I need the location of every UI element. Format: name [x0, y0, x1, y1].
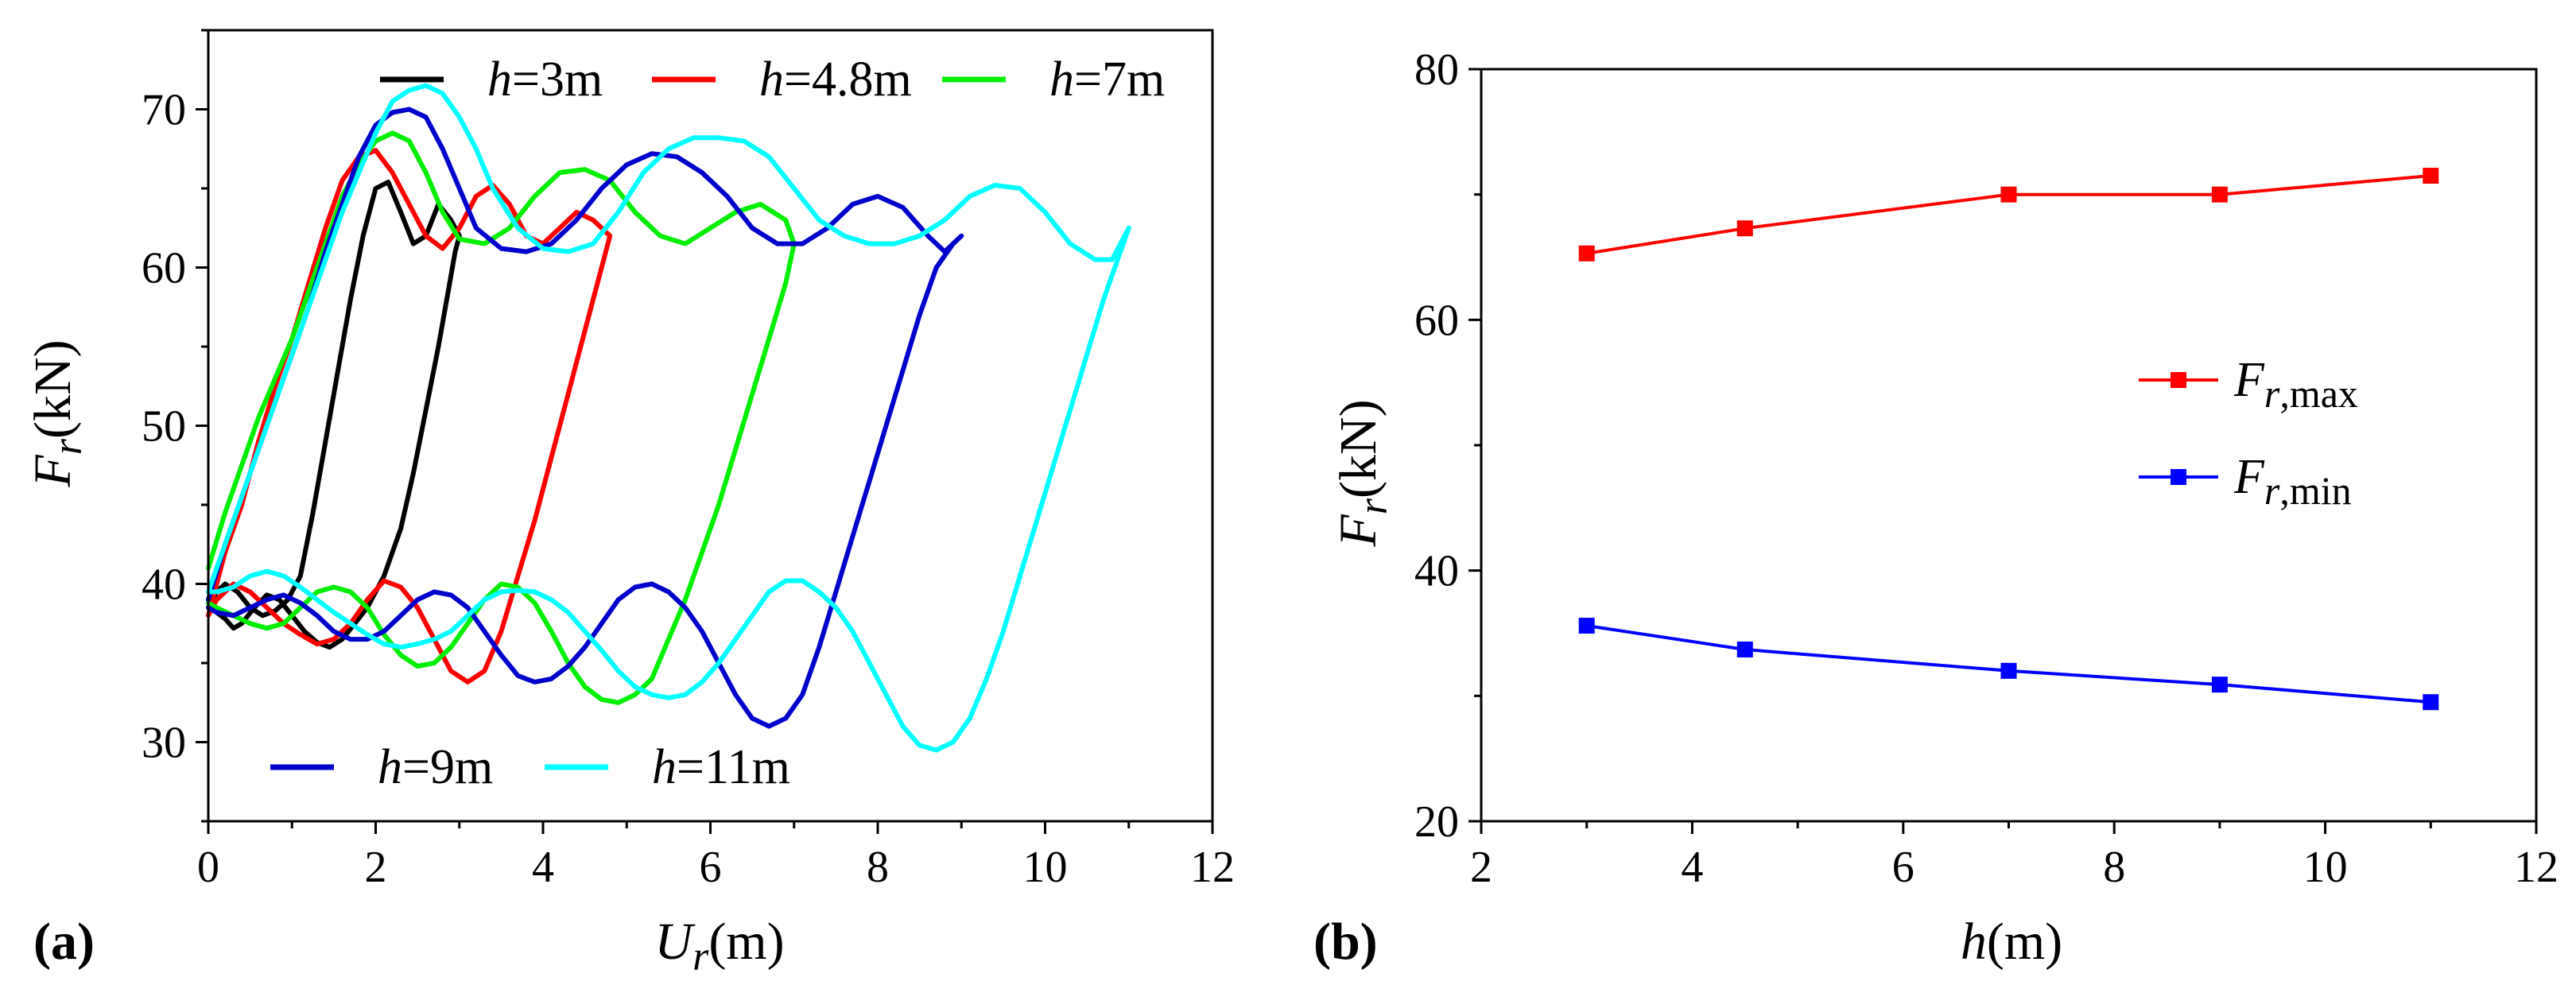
legend-label-4: h=11m	[652, 740, 790, 794]
panel-a-series-group	[206, 83, 1131, 753]
panel-b-x-axis-label: h(m)	[1961, 913, 2062, 971]
x-tick-label: 6	[1892, 843, 1915, 892]
legend-label-sub: r	[2264, 468, 2280, 513]
legend-marker-1	[2171, 469, 2186, 485]
panel-a-plot-frame	[207, 29, 1214, 823]
x-tick-label: 4	[532, 843, 554, 892]
x-tick-label: 10	[1023, 843, 1068, 892]
x-tick-label: 10	[2303, 843, 2348, 892]
panel-a-y-axis-label-main: F	[24, 455, 82, 488]
data-point-marker	[1578, 618, 1595, 634]
series-line-1	[206, 148, 613, 684]
panel-a-y-axis-label-unit: (kN)	[24, 339, 82, 439]
legend-label-1: h=4.8m	[759, 52, 912, 107]
data-point-marker	[2211, 677, 2228, 693]
x-tick-label: 8	[2103, 843, 2125, 892]
data-point-marker	[1736, 641, 1753, 657]
legend-label-1: Fr,min	[2233, 450, 2352, 513]
panel-a-legend: h=3m h=4.8m h=7mh=9m h=11m	[270, 52, 1165, 794]
legend-label-3: h=9m	[378, 740, 493, 794]
panel-b-y-axis-label-main: F	[1329, 514, 1387, 548]
x-tick-label: 6	[700, 843, 722, 892]
data-point-marker	[1578, 245, 1595, 262]
panel-a-ticks: 0 2 4 6 8 10 12 30 40 50 60 70	[142, 29, 1235, 892]
legend-label-2: h=7m	[1049, 52, 1165, 107]
series-line-3	[206, 107, 964, 729]
legend-label-sub: r	[2264, 371, 2280, 416]
legend-label-subsuffix: ,max	[2279, 371, 2358, 416]
panel-a-x-axis-label-unit: (m)	[708, 913, 784, 971]
panel-a-y-axis-label-sub: r	[45, 438, 91, 455]
x-tick-label: 0	[197, 843, 219, 892]
data-point-marker	[2211, 186, 2228, 203]
x-tick-label: 4	[1681, 843, 1703, 892]
x-tick-label: 8	[867, 843, 889, 892]
legend-label-0: h=3m	[487, 52, 603, 107]
legend-label-value: =4.8m	[784, 52, 912, 107]
y-tick-label: 40	[142, 560, 186, 610]
x-tick-label: 12	[2514, 843, 2559, 892]
legend-label-0: Fr,max	[2233, 353, 2358, 416]
panel-b-y-axis-label-unit: (kN)	[1329, 399, 1387, 498]
data-point-marker	[2000, 186, 2017, 203]
series-line-4	[206, 83, 1131, 753]
y-tick-label: 60	[1414, 296, 1459, 345]
legend-label-main: F	[2233, 353, 2265, 407]
x-tick-label: 2	[365, 843, 387, 892]
legend-label-var: h	[487, 52, 512, 107]
panel-b-y-axis-label-sub: r	[1351, 498, 1396, 514]
x-tick-label: 2	[1470, 843, 1492, 892]
legend-label-subsuffix: ,min	[2279, 468, 2351, 513]
y-tick-label: 70	[142, 86, 186, 135]
y-tick-label: 60	[142, 244, 186, 293]
legend-label-var: h	[378, 740, 402, 794]
panel-a-x-axis-label-sub: r	[692, 934, 709, 979]
y-tick-label: 20	[1414, 797, 1459, 847]
legend-label-value: =7m	[1074, 52, 1165, 107]
panel-b-series-group	[1578, 168, 2439, 711]
legend-label-var: h	[759, 52, 784, 107]
panel-a-x-axis-label-main: U	[654, 913, 696, 971]
data-point-marker	[2423, 168, 2439, 184]
panel-b-x-axis-label-unit: (m)	[1987, 913, 2062, 971]
panel-a-y-axis-label: Fr(kN)	[24, 339, 91, 487]
y-tick-label: 50	[142, 402, 186, 452]
legend-label-var: h	[1049, 52, 1074, 107]
legend-label-value: =3m	[512, 52, 603, 107]
panel-a-label: (a)	[33, 913, 95, 971]
y-tick-label: 80	[1414, 45, 1459, 95]
legend-marker-0	[2171, 372, 2186, 388]
x-tick-label: 12	[1190, 843, 1235, 892]
panel-b-ticks: 2 4 6 8 10 12 20 40 60 80	[1414, 45, 2559, 892]
legend-label-value: =11m	[677, 740, 790, 794]
legend-label-main: F	[2233, 450, 2265, 504]
y-tick-label: 30	[142, 719, 186, 768]
legend-label-value: =9m	[402, 740, 493, 794]
panel-b-x-axis-label-main: h	[1961, 913, 1987, 971]
data-point-marker	[1736, 220, 1753, 237]
legend-label-var: h	[652, 740, 677, 794]
y-tick-label: 40	[1414, 547, 1459, 596]
panel-b-label: (b)	[1313, 913, 1378, 971]
panel-a-x-axis-label: Ur(m)	[654, 913, 784, 979]
panel-b-y-axis-label: Fr(kN)	[1329, 399, 1396, 547]
data-point-marker	[2000, 662, 2017, 679]
data-point-marker	[2423, 694, 2439, 711]
